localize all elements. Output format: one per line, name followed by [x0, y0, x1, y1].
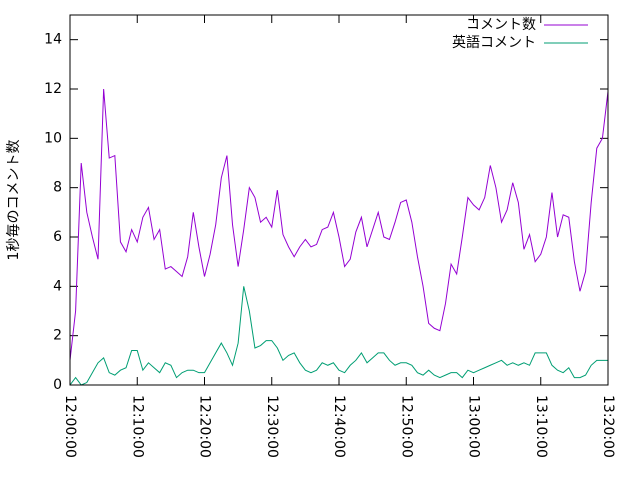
y-tick-label: 12	[44, 81, 62, 97]
series-line	[69, 88, 609, 361]
y-tick-label: 10	[44, 130, 62, 146]
y-tick-label: 8	[53, 180, 62, 196]
x-tick-label: 12:20:00	[197, 395, 213, 458]
legend-label: コメント数	[466, 17, 536, 33]
y-tick-label: 6	[53, 229, 62, 245]
series-line	[69, 286, 608, 386]
x-tick-label: 13:20:00	[600, 395, 616, 458]
x-tick-label: 12:50:00	[398, 395, 414, 458]
y-axis-label: 1秒毎のコメント数	[6, 140, 22, 261]
x-tick-label: 13:00:00	[466, 395, 482, 458]
y-tick-label: 4	[53, 278, 62, 294]
x-tick-label: 13:10:00	[533, 395, 549, 458]
plot-border	[69, 14, 609, 386]
y-tick-label: 0	[53, 377, 62, 393]
x-tick-label: 12:30:00	[264, 395, 280, 458]
legend-label: 英語コメント	[452, 34, 536, 51]
y-tick-label: 14	[44, 32, 62, 48]
x-tick-label: 12:40:00	[331, 395, 347, 458]
x-tick-label: 12:00:00	[62, 395, 78, 458]
x-tick-label: 12:10:00	[129, 395, 145, 458]
y-tick-label: 2	[53, 328, 62, 344]
